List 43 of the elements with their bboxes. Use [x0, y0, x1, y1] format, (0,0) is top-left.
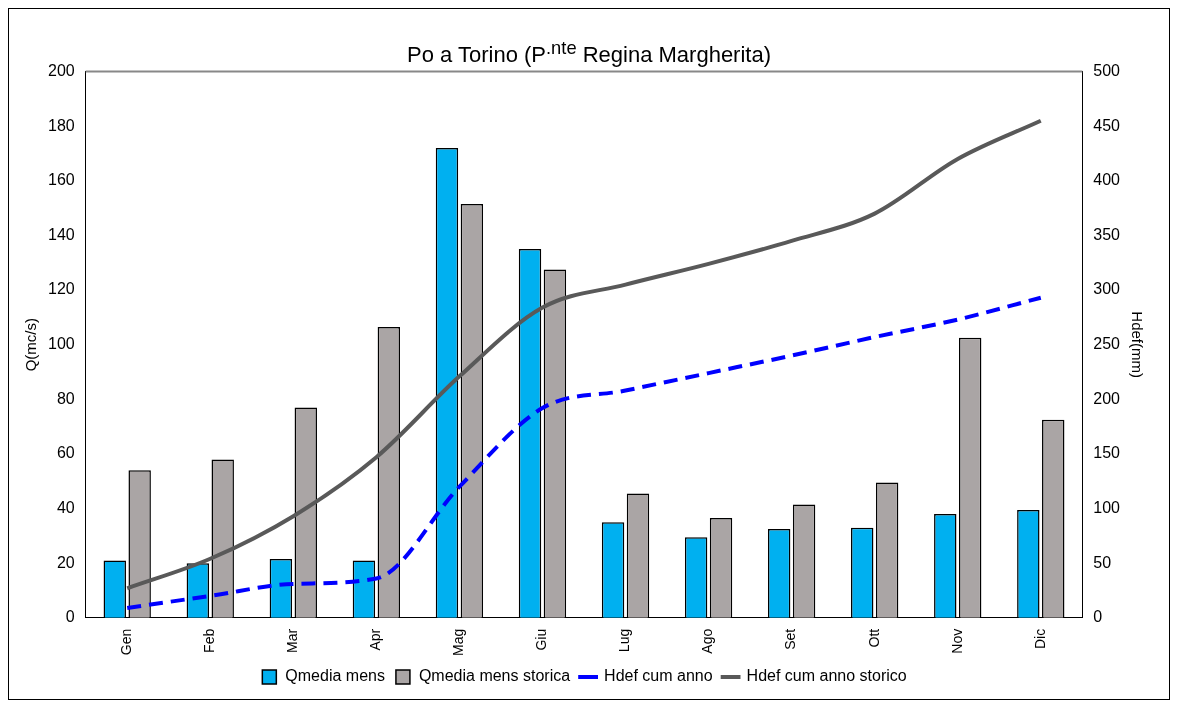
legend-label: Hdef cum anno [604, 667, 713, 685]
x-tick-label: Apr [367, 628, 384, 651]
y-tick-label: 40 [56, 498, 75, 516]
y2-tick-label: 50 [1093, 553, 1112, 571]
y2-tick-label: 350 [1093, 225, 1121, 243]
y-tick-label: 200 [47, 62, 75, 80]
x-tick-label: Gen [118, 628, 135, 656]
y-tick-label: 80 [56, 389, 75, 407]
chart-title: Po a Torino (P$^{.nte}$ Regina Margherita) [406, 36, 772, 68]
y-tick-label: 140 [47, 225, 75, 243]
line-series [125, 295, 1043, 610]
y2-tick-label: 400 [1093, 171, 1121, 189]
y-axis-title: Q(mc/s) [22, 318, 40, 372]
x-tick-label: Ott [865, 628, 882, 648]
legend-label: Qmedia mens [285, 667, 385, 685]
legend-label: Qmedia mens storica [418, 667, 571, 685]
x-tick-label: Nov [948, 628, 965, 654]
y2-tick-label: 100 [1093, 498, 1121, 516]
x-tick-label: Dic [1031, 628, 1048, 649]
y2-tick-label: 0 [1093, 608, 1103, 626]
y-tick-label: 120 [47, 280, 75, 298]
y-tick-label: 60 [56, 444, 75, 462]
y2-tick-label: 200 [1093, 389, 1121, 407]
y2-tick-label: 500 [1093, 62, 1121, 80]
y2-tick-label: 250 [1093, 335, 1121, 353]
y2-axis-title: Hdef(mm) [1128, 311, 1146, 379]
y-tick-label: 20 [56, 553, 75, 571]
legend-label: Hdef cum anno storico [746, 667, 907, 685]
x-tick-label: Ago [699, 628, 716, 654]
y-tick-label: 0 [65, 608, 75, 626]
x-tick-label: Set [782, 628, 799, 650]
y-tick-label: 160 [47, 171, 75, 189]
y2-tick-label: 150 [1093, 444, 1121, 462]
x-tick-label: Giu [533, 628, 550, 651]
y-tick-label: 100 [47, 335, 75, 353]
y-tick-label: 180 [47, 116, 75, 134]
x-tick-label: Feb [201, 628, 218, 653]
y2-tick-label: 450 [1093, 116, 1121, 134]
y2-tick-label: 300 [1093, 280, 1121, 298]
x-tick-label: Mar [284, 628, 301, 653]
x-tick-label: Mag [450, 628, 467, 656]
line-series [125, 118, 1043, 591]
x-tick-label: Lug [616, 628, 633, 653]
